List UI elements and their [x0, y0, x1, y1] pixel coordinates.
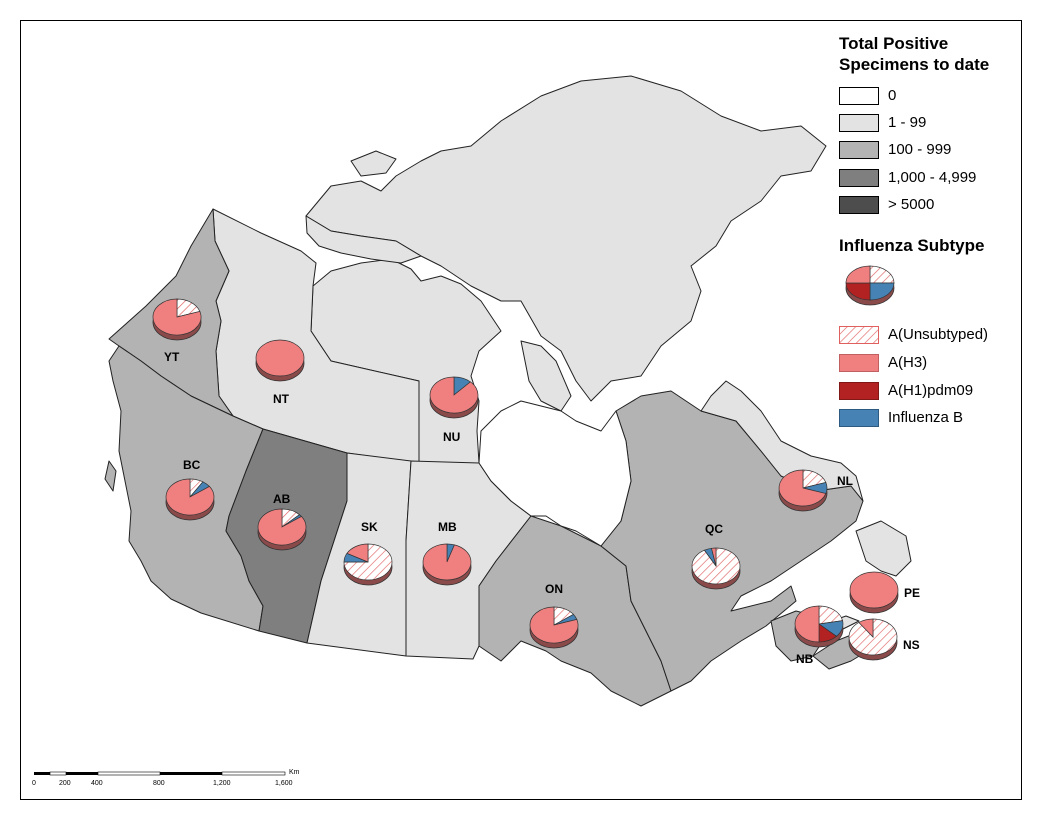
- legend-label: 100 - 999: [888, 141, 952, 158]
- legend-label: 1,000 - 4,999: [888, 169, 977, 186]
- province-NL: [855, 520, 912, 577]
- label-NT: NT: [273, 392, 290, 406]
- pie-slice-h1: [845, 282, 871, 301]
- scale-bar-segment: [97, 771, 161, 776]
- scale-tick: 0: [32, 780, 36, 787]
- scale-bar: Km 0 200 400 800 1,200 1,600: [32, 769, 300, 787]
- pie-NT: [255, 339, 305, 382]
- legend-swatch: [839, 326, 879, 344]
- scale-bar-segment: [221, 771, 286, 776]
- legend-swatch: [839, 87, 879, 105]
- map-frame: YT NT NU BC AB SK MB ON QC NL NB NS PE K…: [20, 20, 1022, 800]
- pie-slice-b: [869, 282, 895, 301]
- province-polygons: [104, 75, 912, 707]
- legend-label: A(Unsubtyped): [888, 326, 989, 343]
- subtype-legend-title: Influenza Subtype: [839, 236, 985, 255]
- pie-NL: [778, 469, 828, 512]
- province-NT: [305, 215, 422, 264]
- legend-label: > 5000: [888, 196, 935, 213]
- pie-slice-h3: [849, 571, 899, 609]
- province-NL: [700, 380, 864, 502]
- positive-legend-title-line: Specimens to date: [839, 55, 990, 74]
- subtype-pies: [152, 298, 899, 661]
- pie-slice-h3: [711, 547, 717, 567]
- legend-label: Influenza B: [888, 409, 964, 426]
- label-SK: SK: [361, 520, 378, 534]
- province-NU: [305, 75, 827, 402]
- label-NL: NL: [837, 474, 853, 488]
- scale-bar-segment: [34, 772, 50, 775]
- pie-slice-unsubtyped: [343, 543, 393, 581]
- legend-swatch: [839, 382, 879, 400]
- pie-slice-h3: [529, 606, 579, 644]
- label-AB: AB: [273, 492, 291, 506]
- pie-slice-unsubtyped: [818, 605, 844, 625]
- legend-label: A(H1)pdm09: [888, 382, 974, 399]
- label-NU: NU: [443, 430, 460, 444]
- scale-unit: Km: [289, 769, 300, 776]
- scale-tick: 200: [59, 780, 71, 787]
- province-BC: [104, 460, 117, 492]
- pie-NB: [794, 605, 844, 648]
- pie-slice-h3: [165, 478, 215, 516]
- legend-swatch: [839, 114, 879, 132]
- pie-QC: [691, 547, 741, 590]
- label-NB: NB: [796, 652, 814, 666]
- pie-ON: [529, 606, 579, 649]
- legend-label: 0: [888, 87, 897, 104]
- province-NU: [520, 340, 572, 412]
- scale-bar-segment: [160, 772, 222, 775]
- pie-slice-h3: [429, 376, 479, 414]
- pie-AB: [257, 508, 307, 551]
- pie-slice-h3: [255, 339, 305, 377]
- legend-label: A(H3): [888, 354, 928, 371]
- legend-swatch: [839, 196, 879, 214]
- scale-bar-segment: [66, 772, 98, 775]
- pie-slice-h3: [858, 618, 874, 638]
- pie-BC: [165, 478, 215, 521]
- pie-slice-h3: [794, 605, 820, 643]
- legend-swatch: [839, 141, 879, 159]
- scale-tick: 400: [91, 780, 103, 787]
- label-MB: MB: [438, 520, 457, 534]
- legend-swatch: [839, 169, 879, 187]
- scale-tick: 1,600: [275, 780, 293, 787]
- province-labels: YT NT NU BC AB SK MB ON QC NL NB NS PE: [164, 350, 920, 666]
- positive-legend-title: Total Positive Specimens to date: [839, 33, 989, 75]
- scale-bar-segment: [49, 771, 67, 776]
- pie-slice-h3: [257, 508, 307, 546]
- scale-tick: 800: [153, 780, 165, 787]
- pie-YT: [152, 298, 202, 341]
- pie-MB: [422, 543, 472, 586]
- pie-NU: [429, 376, 479, 419]
- label-QC: QC: [705, 522, 723, 536]
- positive-legend-title-line: Total Positive: [839, 34, 949, 53]
- pie-slice-h3: [845, 265, 871, 284]
- pie-slice-h3: [422, 543, 472, 581]
- pie-slice-h3: [346, 543, 369, 563]
- legend-pie-icon: [845, 265, 895, 306]
- label-ON: ON: [545, 582, 563, 596]
- pie-slice-unsubtyped: [869, 265, 895, 284]
- pie-slice-h3: [778, 469, 827, 507]
- label-NS: NS: [903, 638, 920, 652]
- canada-map: YT NT NU BC AB SK MB ON QC NL NB NS PE K…: [32, 75, 920, 787]
- pie-SK: [343, 543, 393, 586]
- label-YT: YT: [164, 350, 180, 364]
- label-PE: PE: [904, 586, 920, 600]
- pie-NS: [848, 618, 898, 661]
- province-QC: [600, 390, 864, 692]
- legend-swatch: [839, 354, 879, 372]
- scale-tick: 1,200: [213, 780, 231, 787]
- pie-slice-h3: [152, 298, 202, 336]
- hudson-bay: [478, 400, 632, 547]
- pie-PE: [849, 571, 899, 614]
- legend-label: 1 - 99: [888, 114, 927, 131]
- label-BC: BC: [183, 458, 201, 472]
- legend-swatch: [839, 409, 879, 427]
- province-NU: [350, 150, 397, 177]
